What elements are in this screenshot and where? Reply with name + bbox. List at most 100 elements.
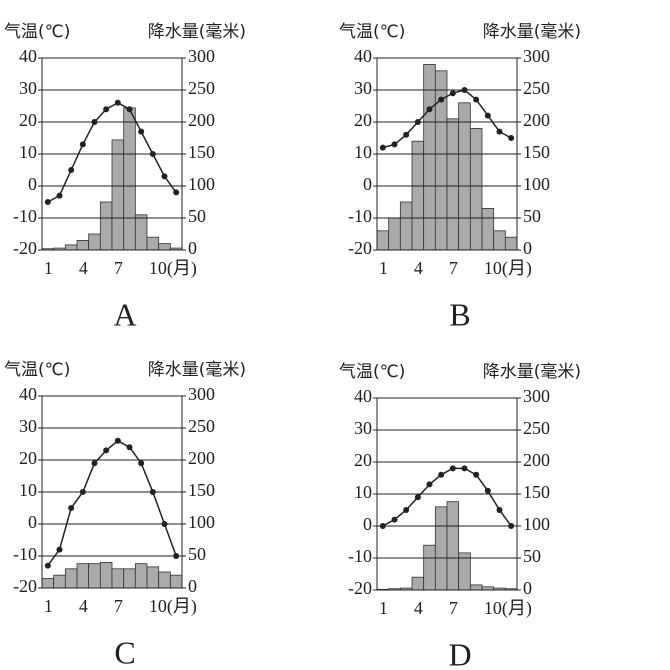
- temp-point: [126, 444, 133, 451]
- y-tick-label: 0: [363, 514, 372, 534]
- temp-point: [508, 135, 515, 141]
- x-tick-label: 10(月): [149, 596, 197, 617]
- y2-tick-label: 150: [188, 142, 215, 162]
- y-tick-label: -10: [13, 544, 37, 564]
- y-tick-label: 10: [354, 482, 372, 502]
- x-tick-label: 10(月): [149, 258, 197, 279]
- precip-bar: [411, 576, 425, 591]
- precip-bar: [423, 64, 436, 251]
- y2-tick-label: 150: [523, 482, 550, 502]
- temp-point: [114, 99, 121, 106]
- precip-bar: [99, 201, 113, 251]
- temp-point: [473, 96, 480, 103]
- temp-point: [91, 460, 98, 467]
- temp-point: [103, 106, 110, 113]
- temp-point: [449, 465, 456, 472]
- y-tick-label: 30: [19, 416, 37, 436]
- x-tick-label: 10(月): [484, 598, 532, 619]
- x-tick-label: 7: [449, 258, 458, 278]
- precip-bar: [169, 574, 183, 589]
- y2-tick-label: 300: [523, 46, 550, 66]
- temp-point: [138, 460, 145, 467]
- y-tick-label: 30: [354, 418, 372, 438]
- temp-point: [56, 192, 63, 199]
- x-tick-label: 4: [414, 598, 423, 618]
- y-tick-label: 10: [354, 142, 372, 162]
- y2-axis-title: 降水量(毫米): [483, 362, 581, 382]
- y-tick-label: 10: [19, 142, 37, 162]
- x-tick-label: 7: [114, 258, 123, 278]
- temp-point: [426, 481, 433, 488]
- y2-tick-label: 50: [523, 546, 541, 566]
- y2-tick-label: 200: [523, 110, 550, 130]
- x-tick-label: 1: [379, 258, 388, 278]
- temp-point: [44, 562, 51, 569]
- temp-point: [461, 465, 468, 472]
- y2-tick-label: 0: [188, 238, 197, 258]
- y-tick-label: 40: [354, 386, 372, 406]
- y-tick-label: -10: [13, 206, 37, 226]
- temp-point: [79, 489, 86, 495]
- y-tick-label: 0: [363, 174, 372, 194]
- chart-caption: B: [449, 296, 470, 332]
- precip-bar: [158, 571, 171, 589]
- precip-bar: [458, 102, 471, 251]
- y-tick-label: -10: [348, 206, 372, 226]
- y2-tick-label: 50: [188, 544, 206, 564]
- temp-point: [414, 494, 421, 501]
- temp-line: [47, 439, 177, 567]
- precip-bar: [469, 584, 483, 591]
- x-tick-label: 4: [79, 596, 88, 616]
- y-tick-label: -20: [13, 238, 37, 258]
- y-axis-title: 气温(℃): [4, 360, 70, 380]
- precip-bar: [423, 544, 436, 591]
- precip-bar: [399, 201, 413, 251]
- y2-tick-label: 100: [188, 512, 215, 532]
- y2-tick-label: 250: [523, 418, 550, 438]
- y2-tick-label: 300: [523, 386, 550, 406]
- y-tick-label: 30: [19, 78, 37, 98]
- x-tick-label: 1: [44, 258, 53, 278]
- precip-bar: [64, 568, 78, 589]
- precip-bar: [123, 568, 136, 589]
- y2-tick-label: 100: [523, 174, 550, 194]
- precip-bar: [446, 118, 460, 251]
- temp-point: [68, 505, 75, 511]
- y-axis-title: 气温(℃): [4, 22, 70, 42]
- y2-axis-title: 降水量(毫米): [148, 360, 246, 380]
- chart-caption: A: [113, 296, 136, 332]
- precip-bar: [146, 566, 160, 589]
- x-tick-label: 7: [449, 598, 458, 618]
- y-tick-label: -20: [348, 238, 372, 258]
- y2-tick-label: 200: [188, 448, 215, 468]
- y2-tick-label: 300: [188, 384, 215, 404]
- y-tick-label: 20: [19, 448, 37, 468]
- temp-point: [473, 471, 480, 478]
- y2-tick-label: 200: [188, 110, 215, 130]
- precip-bar: [88, 563, 101, 589]
- precip-bar: [88, 233, 101, 251]
- precip-bar: [134, 563, 148, 589]
- precip-bar: [76, 239, 90, 251]
- y-tick-label: 10: [19, 480, 37, 500]
- temp-point: [114, 437, 121, 444]
- temp-point: [391, 516, 398, 523]
- temp-point: [56, 546, 63, 553]
- x-tick-label: 10(月): [484, 258, 532, 279]
- precip-bar: [76, 563, 90, 589]
- y-tick-label: 20: [354, 450, 372, 470]
- temp-point: [403, 507, 410, 513]
- y2-tick-label: 150: [188, 480, 215, 500]
- precip-bar: [411, 140, 425, 251]
- precip-bar: [64, 244, 78, 251]
- temp-point: [508, 523, 515, 529]
- temp-point: [391, 141, 398, 148]
- temp-point: [126, 106, 133, 113]
- temp-point: [149, 151, 156, 157]
- y2-tick-label: 100: [188, 174, 215, 194]
- temp-point: [173, 553, 180, 559]
- precip-bar: [434, 506, 448, 591]
- temp-point: [403, 131, 410, 138]
